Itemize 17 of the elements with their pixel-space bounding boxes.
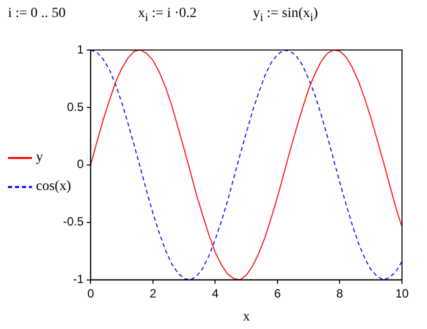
y-tick-label: -1 — [73, 272, 84, 286]
x-tick-label: 10 — [395, 286, 409, 300]
y-tick-label: 0 — [76, 157, 84, 172]
y-tick-label: 0.5 — [66, 100, 84, 114]
x-tick-label: 2 — [150, 286, 157, 300]
y-tick-label: 1 — [76, 42, 84, 56]
x-tick-label: 4 — [212, 286, 219, 300]
x-tick-label: 8 — [336, 286, 344, 300]
x-tick-label: 6 — [274, 286, 282, 300]
x-axis-title: x — [242, 309, 250, 324]
text: x$_{i}$ := i ·0.2 — [138, 6, 197, 24]
legend-label: cos(x) — [36, 179, 71, 194]
x-tick-label: 0 — [87, 286, 94, 300]
y-tick-label: -0.5 — [62, 214, 84, 229]
legend-label: y — [36, 150, 43, 165]
text: y$_{i}$ := sin(x$_{i}$) — [253, 6, 318, 24]
text: i := 0 .. 50 — [8, 6, 66, 22]
